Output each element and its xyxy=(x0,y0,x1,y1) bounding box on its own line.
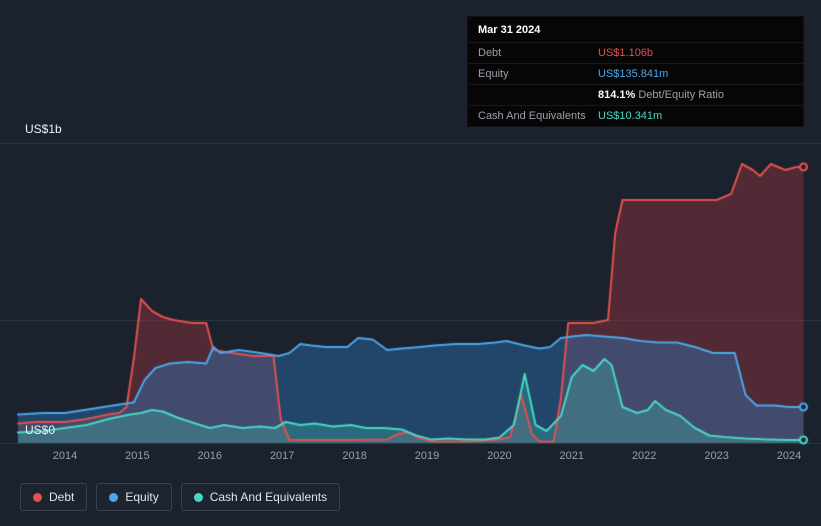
x-axis-label-2023: 2023 xyxy=(704,450,729,462)
tooltip-ratio-value: 814.1% Debt/Equity Ratio xyxy=(598,89,793,101)
legend-label: Equity xyxy=(125,490,159,504)
x-axis-label-2014: 2014 xyxy=(52,450,78,462)
x-axis: 2014 2015 2016 2017 2018 2019 2020 2021 2022 2023… xyxy=(0,450,821,466)
x-axis-label-2017: 2017 xyxy=(269,450,295,462)
tooltip-ratio-label: Debt/Equity Ratio xyxy=(635,89,724,101)
tooltip-row-equity: Equity US$135.841m xyxy=(468,63,803,84)
x-axis-label-2016: 2016 xyxy=(197,450,223,462)
legend-item-cash-and-equivalents[interactable]: Cash And Equivalents xyxy=(180,483,341,511)
legend-dot-icon xyxy=(33,492,42,502)
tooltip-date: Mar 31 2024 xyxy=(478,24,541,36)
tooltip-row-cash: Cash And Equivalents US$10.341m xyxy=(468,105,803,126)
tooltip-debt-label: Debt xyxy=(478,47,502,59)
x-axis-label-2018: 2018 xyxy=(342,450,367,462)
legend-label: Cash And Equivalents xyxy=(209,490,328,504)
tooltip-cash-value: US$10.341m xyxy=(598,110,663,122)
x-axis-label-2024: 2024 xyxy=(776,450,802,462)
tooltip-row-ratio: 814.1% Debt/Equity Ratio xyxy=(468,84,803,105)
legend-item-equity[interactable]: Equity xyxy=(96,483,172,511)
chart-legend: Debt Equity Cash And Equivalents xyxy=(20,483,341,511)
x-axis-label-2022: 2022 xyxy=(631,450,657,462)
tooltip-equity-label: Equity xyxy=(478,68,509,80)
x-axis-label-2020: 2020 xyxy=(487,450,512,462)
tooltip-row-debt: Debt US$1.106b xyxy=(468,42,803,63)
tooltip-cash-label: Cash And Equivalents xyxy=(478,110,586,122)
tooltip-equity-value: US$135.841m xyxy=(598,68,669,80)
y-axis-label-bottom: US$0 xyxy=(25,423,56,437)
x-axis-label-2019: 2019 xyxy=(414,450,440,462)
chart-tooltip: Mar 31 2024 Debt US$1.106b Equity US$135… xyxy=(467,16,804,127)
legend-dot-icon xyxy=(109,492,119,502)
legend-label: Debt xyxy=(49,490,75,504)
y-axis-label-top: US$1b xyxy=(25,122,62,136)
legend-dot-icon xyxy=(193,492,203,502)
legend-item-debt[interactable]: Debt xyxy=(20,483,88,511)
x-axis-label-2021: 2021 xyxy=(559,450,585,462)
tooltip-debt-value: US$1.106b xyxy=(598,47,654,59)
x-axis-label-2015: 2015 xyxy=(125,450,150,462)
tooltip-ratio-number: 814.1% xyxy=(598,89,636,101)
